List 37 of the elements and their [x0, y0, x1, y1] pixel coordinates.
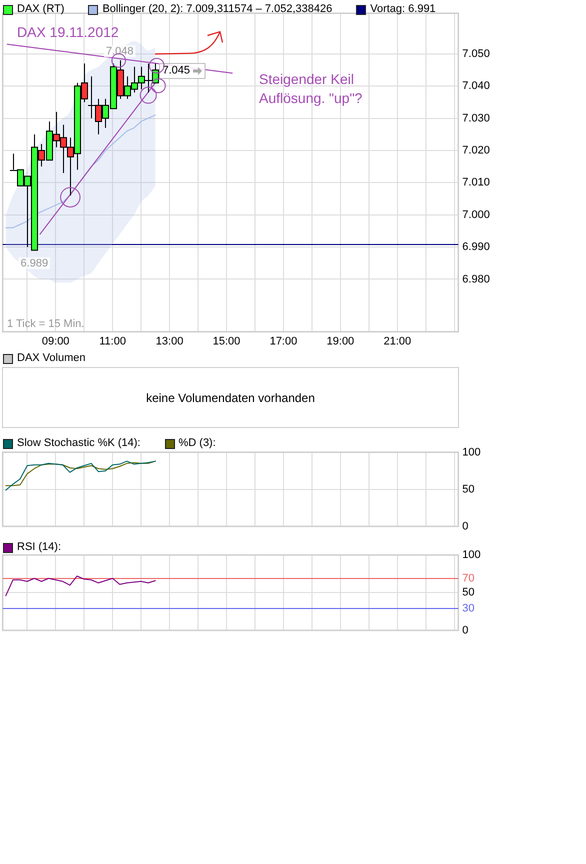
text: DAX Volumen [17, 352, 86, 365]
annotation: 7.048 [106, 45, 134, 58]
y-tick-label: 6.990 [462, 241, 490, 254]
ref-line-label: 70 [462, 572, 475, 585]
legend-label: Slow Stochastic %K (14): [17, 437, 140, 450]
annotation: Steigender Keil Auflösung. "up"? [259, 70, 362, 108]
x-tick-label: 19:00 [326, 335, 354, 348]
legend-label: %D (3): [178, 437, 216, 450]
y-tick-label: 7.020 [462, 144, 490, 156]
frame: keine Volumendaten vorhanden [2, 367, 459, 428]
legend-label: RSI (14): [17, 541, 62, 554]
ref-line-label: 30 [462, 602, 475, 615]
y-tick-label: 50 [462, 483, 475, 496]
legend-label: DAX (RT) [17, 3, 64, 16]
y-tick-label: 100 [462, 446, 481, 458]
y-tick-label: 7.000 [462, 208, 490, 221]
legend-label: Vortag: 6.991 [370, 3, 436, 16]
y-tick-label: 6.980 [462, 273, 490, 286]
y-tick-label: 7.050 [462, 48, 490, 60]
x-tick-label: 17:00 [270, 335, 298, 348]
y-tick-label: 100 [462, 549, 481, 562]
annotation: 7.045 [162, 64, 190, 76]
y-tick-label: 0 [462, 624, 468, 636]
annotation: 6.989 [20, 257, 48, 270]
y-tick-label: 50 [462, 586, 475, 599]
x-tick-label: 13:00 [156, 335, 184, 348]
annotation: 1 Tick = 15 Min. [7, 318, 84, 331]
x-tick-label: 09:00 [42, 335, 70, 348]
x-tick-label: 11:00 [99, 335, 126, 348]
y-tick-label: 7.040 [462, 80, 490, 92]
y-tick-label: 7.030 [462, 112, 490, 124]
y-tick-label: 0 [462, 520, 468, 532]
y-tick-label: 7.010 [462, 176, 490, 189]
text: DAX 19.11.2012 [17, 24, 119, 41]
x-tick-label: 21:00 [384, 335, 412, 348]
x-tick-label: 15:00 [212, 335, 240, 348]
legend-label: Bollinger (20, 2): 7.009,311574 – 7.052,338426 [102, 3, 332, 16]
